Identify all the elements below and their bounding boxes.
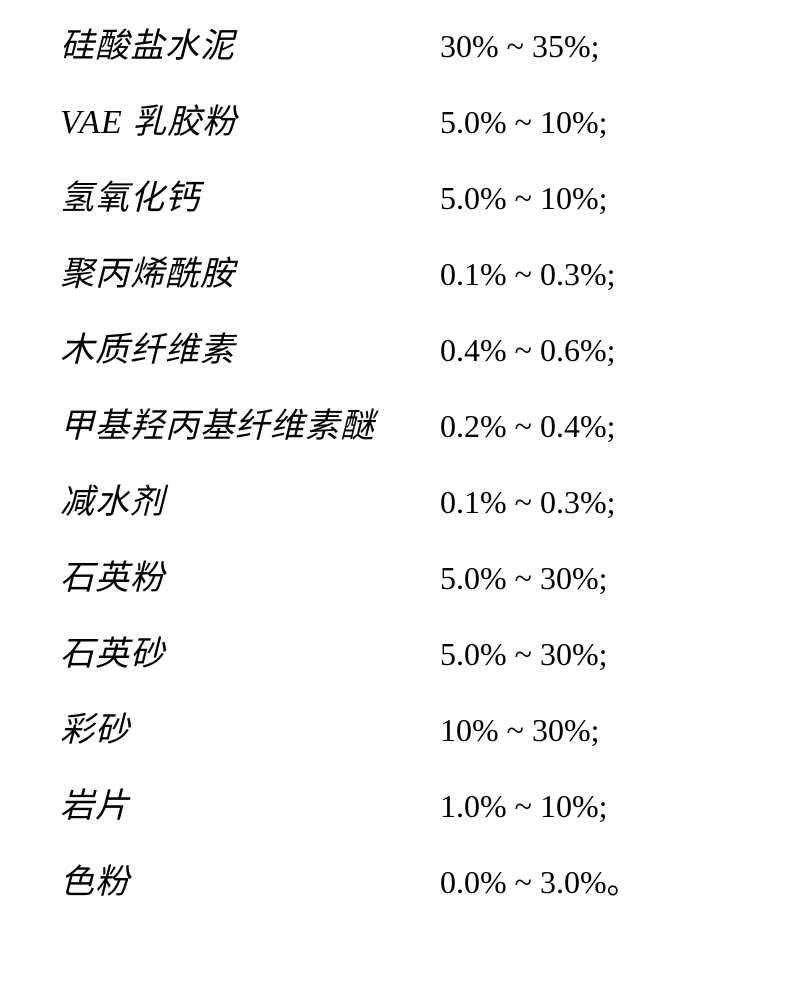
table-row: 硅酸盐水泥 30% ~ 35%;	[60, 30, 751, 64]
table-row: 木质纤维素 0.4% ~ 0.6%;	[60, 334, 751, 368]
table-row: 减水剂 0.1% ~ 0.3%;	[60, 486, 751, 520]
ingredient-name: 聚丙烯酰胺	[60, 258, 440, 292]
table-row: 石英粉 5.0% ~ 30%;	[60, 562, 751, 596]
table-row: 甲基羟丙基纤维素醚 0.2% ~ 0.4%;	[60, 410, 751, 444]
ingredient-range: 5.0% ~ 30%;	[440, 638, 608, 670]
ingredient-name: 木质纤维素	[60, 334, 440, 368]
ingredient-range: 30% ~ 35%;	[440, 30, 600, 62]
table-row: 石英砂 5.0% ~ 30%;	[60, 638, 751, 672]
table-row: 彩砂 10% ~ 30%;	[60, 714, 751, 748]
ingredient-range: 1.0% ~ 10%;	[440, 790, 608, 822]
ingredient-name: 石英粉	[60, 562, 440, 596]
ingredient-range: 5.0% ~ 30%;	[440, 562, 608, 594]
ingredient-name: 减水剂	[60, 486, 440, 520]
ingredient-range: 0.2% ~ 0.4%;	[440, 410, 616, 442]
ingredient-range: 10% ~ 30%;	[440, 714, 600, 746]
table-row: 色粉 0.0% ~ 3.0%。	[60, 866, 751, 900]
ingredient-name: 色粉	[60, 866, 440, 900]
ingredient-name: VAE 乳胶粉	[60, 106, 440, 140]
table-row: VAE 乳胶粉 5.0% ~ 10%;	[60, 106, 751, 140]
table-row: 岩片 1.0% ~ 10%;	[60, 790, 751, 824]
ingredient-range: 5.0% ~ 10%;	[440, 106, 608, 138]
table-row: 聚丙烯酰胺 0.1% ~ 0.3%;	[60, 258, 751, 292]
table-row: 氢氧化钙 5.0% ~ 10%;	[60, 182, 751, 216]
ingredient-name: 氢氧化钙	[60, 182, 440, 216]
composition-table: 硅酸盐水泥 30% ~ 35%; VAE 乳胶粉 5.0% ~ 10%; 氢氧化…	[0, 0, 801, 930]
ingredient-name: 彩砂	[60, 714, 440, 748]
ingredient-name: 石英砂	[60, 638, 440, 672]
ingredient-name: 硅酸盐水泥	[60, 30, 440, 64]
ingredient-range: 5.0% ~ 10%;	[440, 182, 608, 214]
ingredient-range: 0.1% ~ 0.3%;	[440, 258, 616, 290]
ingredient-range: 0.0% ~ 3.0%。	[440, 866, 639, 898]
ingredient-range: 0.4% ~ 0.6%;	[440, 334, 616, 366]
ingredient-name: 岩片	[60, 790, 440, 824]
ingredient-name: 甲基羟丙基纤维素醚	[60, 410, 440, 444]
ingredient-range: 0.1% ~ 0.3%;	[440, 486, 616, 518]
